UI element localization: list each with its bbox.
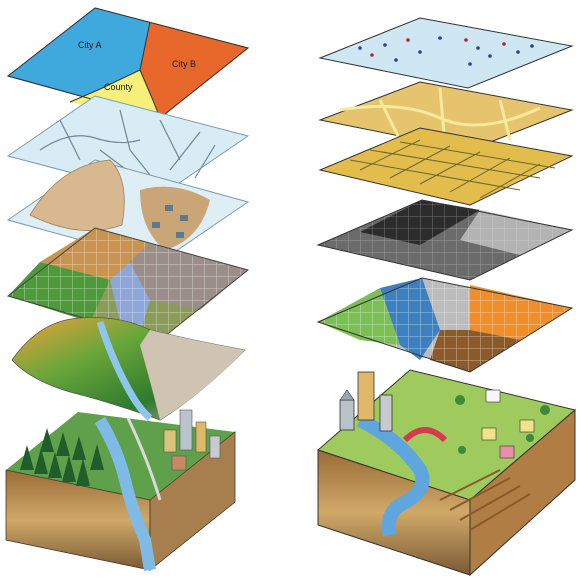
point-marker: [476, 46, 480, 50]
tree-icon: [40, 428, 54, 452]
forest-trees: [20, 428, 104, 486]
point-marker: [383, 43, 387, 47]
tree-icon: [34, 448, 48, 474]
landscape-block: [5, 409, 236, 571]
point-plane: [318, 17, 574, 89]
sand-mound: [29, 159, 125, 231]
boundary-line: [69, 21, 161, 119]
parcel-block: [152, 222, 160, 228]
house-icon: [481, 427, 497, 441]
city-block-buildings: [339, 371, 535, 459]
street-grid: [349, 139, 556, 199]
city-a-label: City A: [78, 40, 102, 50]
tree-icon: [76, 458, 90, 486]
field-patch: [140, 186, 210, 250]
parcel-layer: [6, 159, 250, 263]
house-icon: [519, 419, 535, 433]
building-icon: [163, 429, 177, 453]
street-network-layer: [318, 127, 574, 206]
building-icon: [379, 394, 393, 432]
left-layer-stack: City A City B County: [5, 7, 250, 571]
point-marker: [394, 58, 398, 62]
tree-icon: [72, 436, 86, 460]
tree-icon: [526, 434, 534, 442]
landscape-river: [94, 416, 156, 571]
parcel-block: [165, 205, 173, 211]
tree-icon: [48, 452, 62, 478]
tree-icon: [56, 432, 70, 456]
city-block-side: [469, 408, 576, 577]
point-marker: [516, 50, 520, 54]
roof-icon: [339, 389, 355, 401]
terrain-river: [96, 320, 153, 421]
building-icon: [179, 409, 193, 451]
point-marker: [530, 44, 534, 48]
boundary-layer: City A City B County: [6, 7, 250, 119]
point-marker: [464, 38, 468, 42]
city-b-region: [140, 22, 248, 118]
point-marker: [502, 42, 506, 46]
building-icon: [357, 371, 375, 421]
street-plane: [318, 127, 574, 206]
landscape-road: [126, 417, 162, 501]
point-marker: [358, 46, 362, 50]
parcel-block: [180, 215, 188, 221]
county-label: County: [104, 82, 133, 92]
point-marker: [438, 36, 442, 40]
tree-icon: [458, 446, 466, 454]
point-marker: [406, 38, 410, 42]
right-layer-stack: [316, 17, 577, 577]
city-a-region: [8, 8, 150, 90]
tree-icon: [540, 405, 550, 415]
tree-icon: [90, 444, 104, 470]
point-marker: [488, 54, 492, 58]
elevation-grid-overlay: [316, 199, 574, 281]
building-icon: [195, 421, 207, 453]
building-icon: [209, 435, 221, 459]
building-icon: [171, 455, 187, 471]
elevation-raster-layer: [316, 199, 574, 281]
point-marker: [468, 62, 472, 66]
house-icon: [499, 445, 515, 459]
point-markers: [358, 36, 534, 66]
city-block-trees: [455, 395, 550, 454]
point-marker: [370, 53, 374, 57]
tree-icon: [455, 395, 465, 405]
building-icon: [339, 399, 355, 431]
tree-icon: [62, 455, 76, 482]
terrain-layer: [11, 317, 246, 421]
city-buildings: [163, 409, 221, 471]
point-marker: [418, 50, 422, 54]
parcel-roads: [339, 87, 541, 146]
land-cover-raster-layer: [316, 277, 574, 373]
tree-icon: [20, 445, 34, 470]
city-river: [356, 413, 430, 537]
road-network-layer: [6, 95, 250, 197]
city-b-label: City B: [172, 59, 196, 69]
road-lines: [39, 109, 216, 181]
point-data-layer: [318, 17, 574, 89]
terrain-plain: [140, 330, 245, 420]
right-parcel-layer: [318, 81, 574, 151]
land-cover-grid-overlay: [316, 277, 574, 373]
city-bridge-icon: [402, 427, 448, 443]
plowed-field: [439, 469, 531, 531]
parcel-block: [176, 232, 184, 238]
city-block: [317, 369, 577, 577]
land-use-grid-layer: [6, 227, 250, 341]
house-icon: [485, 389, 501, 403]
